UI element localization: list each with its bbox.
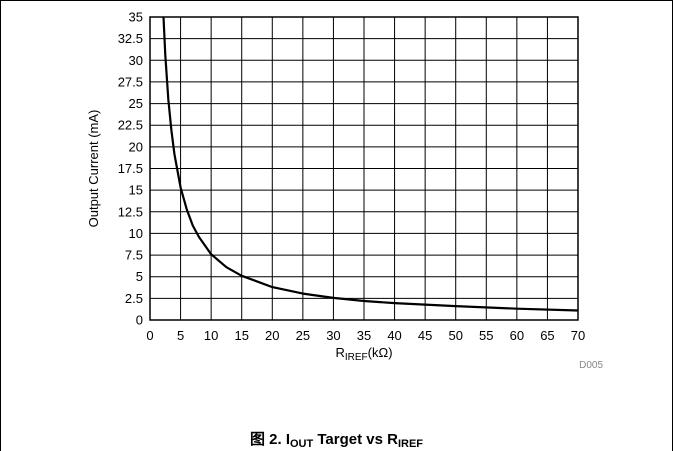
frame-left-border [0, 0, 1, 451]
figure-caption: 图 2. IOUT Target vs RIREF [0, 428, 673, 450]
x-tick-label: 20 [265, 328, 279, 343]
chart-grid [149, 16, 579, 321]
x-tick-label: 15 [234, 328, 248, 343]
frame-top-border [0, 0, 673, 1]
x-axis-label: RIREF(kΩ) [335, 345, 392, 363]
x-tick-label: 0 [146, 328, 153, 343]
y-tick-label: 30 [129, 53, 143, 68]
y-tick-label: 15 [129, 183, 143, 198]
x-axis-label-sub: IREF [345, 352, 368, 363]
y-tick-label: 17.5 [118, 161, 143, 176]
y-tick-label: 2.5 [125, 291, 143, 306]
x-tick-label: 35 [357, 328, 371, 343]
x-tick-label: 55 [479, 328, 493, 343]
plot-area-border [149, 16, 579, 321]
y-axis-label: Output Current (mA) [86, 110, 101, 228]
caption-middle: Target vs R [313, 431, 398, 448]
y-tick-label: 12.5 [118, 204, 143, 219]
caption-sub-iref: IREF [397, 438, 424, 450]
caption-sub-out: OUT [289, 438, 314, 450]
x-tick-label: 45 [418, 328, 432, 343]
y-tick-label: 22.5 [118, 118, 143, 133]
x-axis-label-main: R [335, 345, 344, 360]
x-tick-label: 65 [540, 328, 554, 343]
x-tick-label: 30 [326, 328, 340, 343]
y-tick-label: 27.5 [118, 74, 143, 89]
y-tick-label: 5 [136, 269, 143, 284]
y-tick-label: 35 [129, 10, 143, 25]
y-tick-label: 0 [136, 313, 143, 328]
x-tick-label: 60 [510, 328, 524, 343]
x-axis-label-suffix: (kΩ) [368, 345, 393, 360]
x-tick-label: 25 [296, 328, 310, 343]
figure-id: D005 [579, 360, 603, 371]
y-tick-label: 7.5 [125, 248, 143, 263]
x-tick-labels: 0 5 10 15 20 25 30 35 40 45 50 55 60 65 70 [146, 328, 585, 343]
caption-prefix: 图 2. I [249, 431, 290, 448]
x-tick-label: 50 [448, 328, 462, 343]
y-tick-label: 25 [129, 96, 143, 111]
y-tick-labels: 0 2.5 5 7.5 10 12.5 15 17.5 20 22.5 25 27.5 30 32.5 35 [118, 10, 143, 328]
x-tick-label: 70 [571, 328, 585, 343]
y-tick-label: 32.5 [118, 31, 143, 46]
series-line [162, 16, 579, 312]
y-tick-label: 20 [129, 139, 143, 154]
x-tick-label: 5 [177, 328, 184, 343]
x-tick-label: 10 [204, 328, 218, 343]
x-tick-label: 40 [387, 328, 401, 343]
y-tick-label: 10 [129, 226, 143, 241]
output-current-chart: 0 5 10 15 20 25 30 35 40 45 50 55 60 65 70 0 2.5 5 7.5 10 1… [86, 10, 603, 372]
